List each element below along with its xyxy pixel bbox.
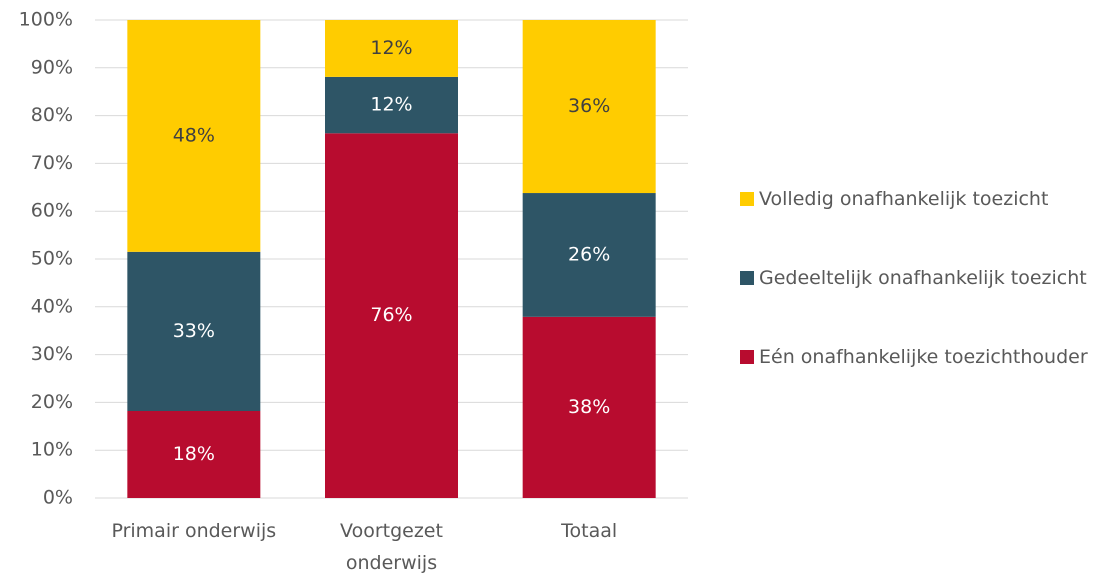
data-label: 12% [370,94,412,116]
legend-item: Gedeeltelijk onafhankelijk toezicht [740,262,1100,294]
data-label: 48% [173,124,215,146]
y-tick-label: 60% [31,200,73,222]
legend-swatch [740,271,754,285]
bar-segment [325,20,458,77]
bar-segment [127,20,261,252]
data-label: 33% [173,320,215,342]
y-tick-label: 100% [19,9,73,31]
y-tick-label: 30% [31,343,73,365]
bar-segment [522,20,656,194]
bar-segment [325,133,458,498]
bar-segment [127,251,261,412]
y-tick-label: 80% [31,104,73,126]
y-tick-label: 40% [31,295,73,317]
data-label: 76% [370,304,412,326]
legend-item: Eén onafhankelijke toezichthouder [740,341,1100,373]
y-tick-label: 50% [31,248,73,270]
data-label: 38% [568,396,610,418]
legend-swatch [740,350,754,364]
data-label: 12% [370,37,412,59]
data-label: 18% [173,443,215,465]
bar-segment [325,76,458,134]
bar-segment [127,411,261,498]
bar-segment [522,193,656,317]
legend-item: Volledig onafhankelijk toezicht [740,183,1100,215]
legend-label: Volledig onafhankelijk toezicht [759,188,1049,210]
x-tick-label: Totaal [561,520,618,542]
y-tick-label: 90% [31,56,73,78]
y-tick-label: 0% [43,487,73,509]
data-label: 26% [568,243,610,265]
legend-label: Gedeeltelijk onafhankelijk toezicht [759,267,1087,289]
legend-label: Eén onafhankelijke toezichthouder [759,346,1088,368]
x-tick-label: Primair onderwijs [111,520,277,542]
y-tick-label: 20% [31,391,73,413]
y-tick-label: 10% [31,439,73,461]
y-tick-label: 70% [31,152,73,174]
data-label: 36% [568,95,610,117]
bar-segment [522,316,656,498]
x-tick-label: Voortgezet onderwijs [340,520,443,574]
legend-swatch [740,192,754,206]
